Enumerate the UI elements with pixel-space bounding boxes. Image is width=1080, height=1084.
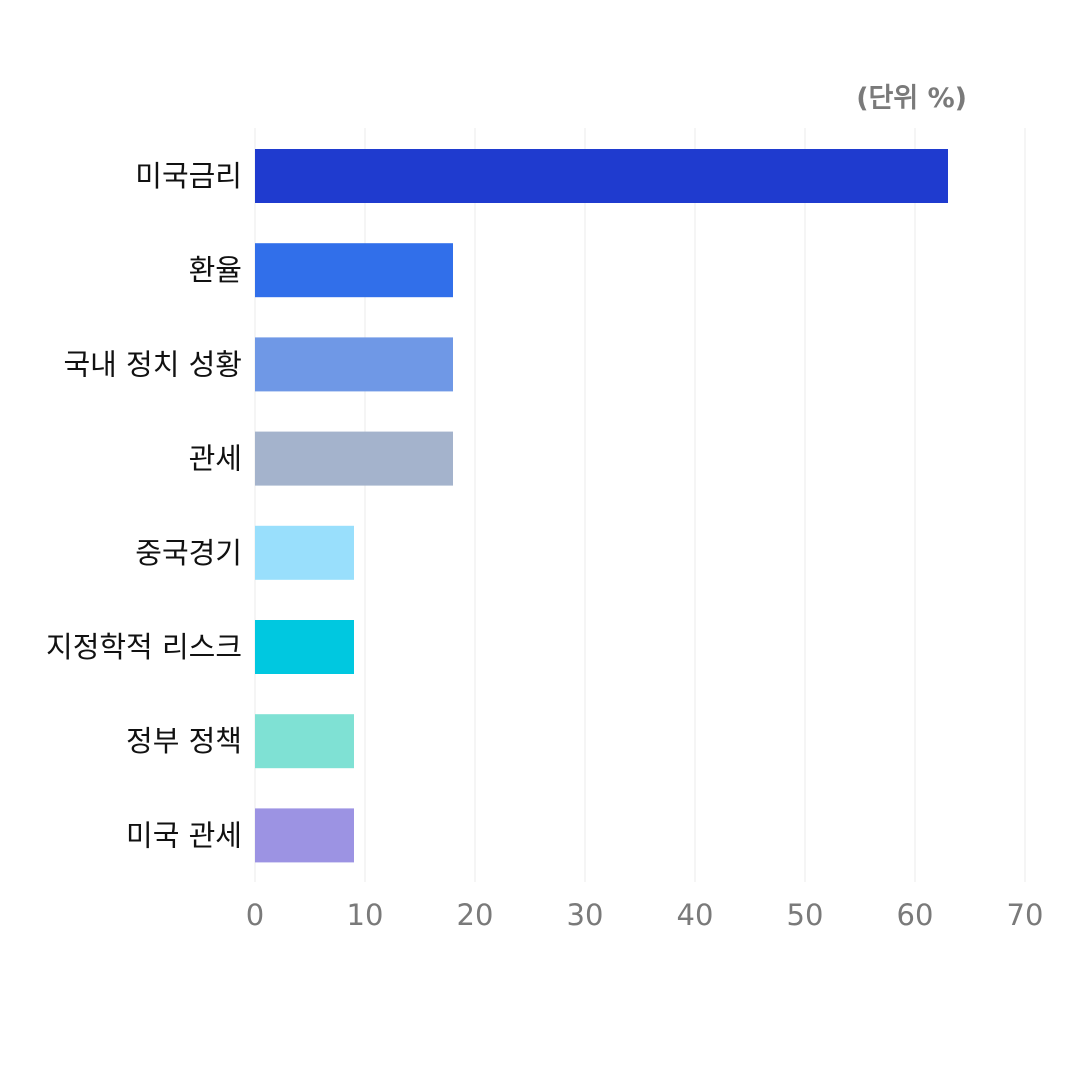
category-label: 지정학적 리스크 xyxy=(46,630,242,664)
x-axis-tick-layer: 0 10 20 30 40 50 60 70 xyxy=(246,898,1044,932)
x-tick-label: 0 xyxy=(246,898,264,932)
x-tick-label: 60 xyxy=(897,898,934,932)
x-tick-label: 50 xyxy=(787,898,824,932)
bar-2[interactable] xyxy=(255,243,453,298)
category-label: 중국경기 xyxy=(135,536,242,570)
category-label: 국내 정치 성황 xyxy=(63,347,242,381)
bar-6[interactable] xyxy=(255,620,354,674)
x-tick-label: 70 xyxy=(1007,898,1044,932)
category-label: 관세 xyxy=(189,442,242,476)
category-label: 미국 관세 xyxy=(126,818,242,852)
grid-layer xyxy=(254,128,1026,882)
category-label: 환율 xyxy=(189,253,242,287)
bar-3[interactable] xyxy=(255,337,453,392)
x-tick-label: 30 xyxy=(567,898,604,932)
unit-label: (단위 %) xyxy=(856,83,967,114)
bar-4[interactable] xyxy=(255,431,453,486)
x-tick-label: 10 xyxy=(347,898,384,932)
x-tick-label: 20 xyxy=(457,898,494,932)
x-tick-label: 40 xyxy=(677,898,714,932)
bar-layer xyxy=(255,149,948,863)
bar-8[interactable] xyxy=(255,808,354,863)
bar-1[interactable] xyxy=(255,149,948,203)
category-label: 정부 정책 xyxy=(126,724,242,758)
category-label: 미국금리 xyxy=(135,159,242,193)
bar-5[interactable] xyxy=(255,525,354,580)
bar-7[interactable] xyxy=(255,714,354,769)
